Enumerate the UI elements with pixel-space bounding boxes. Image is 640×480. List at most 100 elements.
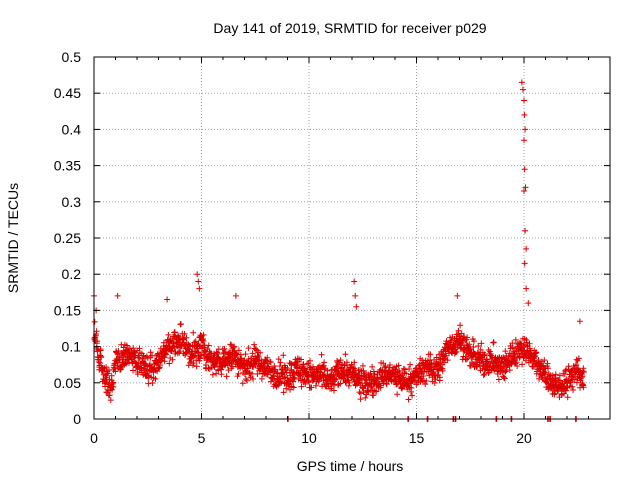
data-point — [293, 359, 300, 366]
data-point — [353, 303, 360, 310]
data-point — [165, 331, 172, 338]
data-point — [114, 351, 121, 358]
data-point — [387, 361, 394, 368]
data-point — [396, 367, 403, 374]
data-point — [405, 396, 412, 403]
data-point — [359, 384, 366, 391]
data-point — [474, 363, 481, 370]
x-tick-label: 10 — [301, 430, 317, 446]
data-point — [573, 361, 580, 368]
data-point — [455, 327, 462, 334]
data-point — [245, 345, 252, 352]
data-point — [135, 359, 142, 366]
data-point — [519, 86, 526, 93]
data-point — [107, 397, 114, 404]
data-point — [123, 360, 130, 367]
data-point — [91, 318, 98, 325]
data-point — [306, 379, 313, 386]
x-tick-label: 5 — [198, 430, 206, 446]
data-point — [427, 351, 434, 358]
data-point — [190, 329, 197, 336]
data-point — [470, 344, 477, 351]
axis-ticks — [93, 56, 611, 420]
data-point — [97, 346, 104, 353]
data-point — [407, 361, 414, 368]
data-point — [145, 380, 152, 387]
data-point — [193, 363, 200, 370]
data-point — [549, 372, 556, 379]
data-point — [152, 375, 159, 382]
data-point — [414, 379, 421, 386]
data-point — [98, 354, 105, 361]
data-point — [214, 351, 221, 358]
data-point — [324, 367, 331, 374]
data-point — [470, 338, 477, 345]
data-point — [168, 348, 175, 355]
data-point — [556, 372, 563, 379]
data-point — [298, 356, 305, 363]
data-point — [522, 184, 529, 191]
data-point — [304, 360, 311, 367]
data-point — [356, 367, 363, 374]
y-tick-labels: 0 0.05 0.1 0.15 0.2 0.25 0.3 0.35 0.4 0.45 0.5 — [54, 49, 81, 427]
data-point — [362, 394, 369, 401]
data-point — [344, 362, 351, 369]
data-point — [576, 318, 583, 325]
data-point — [420, 372, 427, 379]
data-point — [464, 355, 471, 362]
data-point — [290, 369, 297, 376]
data-point — [275, 356, 282, 363]
data-point — [502, 368, 509, 375]
data-point — [466, 341, 473, 348]
data-point — [108, 372, 115, 379]
y-tick-label: 0.3 — [62, 194, 82, 210]
data-point — [480, 372, 487, 379]
data-point — [242, 351, 249, 358]
data-point — [321, 359, 328, 366]
data-point — [193, 357, 200, 364]
y-tick-label: 0.4 — [62, 121, 82, 137]
data-point — [522, 227, 529, 234]
data-point — [112, 368, 119, 375]
x-axis-label: GPS time / hours — [297, 458, 404, 474]
data-point — [444, 357, 451, 364]
data-point — [406, 365, 413, 372]
data-point — [149, 379, 156, 386]
y-tick-label: 0.25 — [54, 230, 81, 246]
data-point — [521, 260, 528, 267]
data-point — [467, 345, 474, 352]
data-point — [484, 359, 491, 366]
data-point — [257, 349, 264, 356]
data-point — [573, 379, 580, 386]
data-point — [564, 394, 571, 401]
data-point — [119, 362, 126, 369]
data-point — [200, 337, 207, 344]
y-tick-label: 0.35 — [54, 158, 81, 174]
data-point — [552, 371, 559, 378]
y-tick-label: 0.05 — [54, 375, 81, 391]
data-point — [400, 365, 407, 372]
data-point — [518, 79, 525, 86]
data-point — [177, 321, 184, 328]
data-point — [318, 351, 325, 358]
data-point — [136, 354, 143, 361]
data-point — [478, 340, 485, 347]
data-point — [509, 344, 516, 351]
data-point — [579, 381, 586, 388]
data-point — [495, 376, 502, 383]
data-point — [235, 370, 242, 377]
data-point — [183, 349, 190, 356]
data-point — [337, 380, 344, 387]
data-point — [342, 351, 349, 358]
data-point — [546, 373, 553, 380]
data-point — [453, 348, 460, 355]
data-point — [302, 380, 309, 387]
data-point — [298, 383, 305, 390]
x-tick-labels: 0 5 10 15 20 — [90, 430, 532, 446]
data-point — [183, 334, 190, 341]
data-point — [373, 388, 380, 395]
data-point — [104, 370, 111, 377]
data-point — [290, 384, 297, 391]
data-point — [267, 359, 274, 366]
